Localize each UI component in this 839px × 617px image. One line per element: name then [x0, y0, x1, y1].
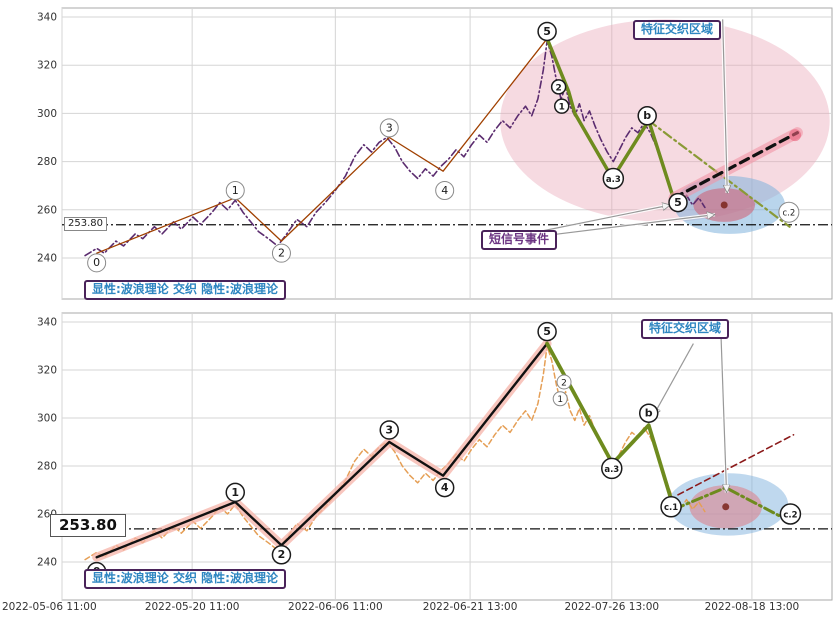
svg-text:1: 1	[559, 103, 565, 113]
svg-text:2022-06-21 13:00: 2022-06-21 13:00	[423, 601, 518, 613]
svg-text:4: 4	[441, 184, 448, 197]
svg-text:5: 5	[543, 325, 551, 338]
svg-text:c.1: c.1	[664, 503, 678, 513]
chart-panel-top: 240 260 280 300 320 340 0 1 2 3 4 5 2 1 a.3 b 5 c.2	[37, 7, 833, 300]
svg-text:1: 1	[232, 184, 239, 197]
svg-text:1: 1	[557, 395, 563, 405]
svg-text:2: 2	[278, 548, 286, 561]
svg-text:a.3: a.3	[606, 175, 621, 185]
svg-text:320: 320	[37, 365, 57, 377]
svg-text:300: 300	[37, 108, 57, 120]
short-signal-event-label: 短信号事件	[481, 230, 558, 250]
svg-text:240: 240	[37, 557, 57, 569]
svg-text:b: b	[643, 109, 651, 122]
svg-text:340: 340	[37, 317, 57, 329]
svg-text:1: 1	[231, 486, 239, 499]
svg-text:2022-08-18 13:00: 2022-08-18 13:00	[705, 601, 800, 613]
svg-text:2: 2	[278, 247, 285, 260]
svg-text:5: 5	[674, 196, 682, 209]
svg-text:260: 260	[37, 204, 57, 216]
svg-text:3: 3	[385, 423, 393, 436]
svg-text:240: 240	[37, 253, 57, 265]
svg-text:2022-06-06 11:00: 2022-06-06 11:00	[288, 601, 383, 613]
svg-text:2022-05-20 11:00: 2022-05-20 11:00	[145, 601, 240, 613]
svg-text:4: 4	[441, 481, 449, 494]
svg-text:c.2: c.2	[783, 510, 797, 520]
svg-text:2022-05-06 11:00: 2022-05-06 11:00	[2, 601, 97, 613]
price-level-label-top: 253.80	[64, 217, 107, 231]
svg-text:0: 0	[93, 256, 100, 269]
price-level-label-bottom: 253.80	[50, 514, 126, 538]
svg-text:3: 3	[386, 121, 393, 134]
svg-text:340: 340	[37, 12, 57, 24]
svg-text:2022-07-26 13:00: 2022-07-26 13:00	[564, 601, 659, 613]
legend-bottom: 显性:波浪理论 交织 隐性:波浪理论	[84, 569, 286, 589]
svg-text:2: 2	[561, 378, 567, 388]
svg-text:280: 280	[37, 156, 57, 168]
svg-text:a.3: a.3	[604, 465, 619, 475]
svg-text:c.2: c.2	[782, 209, 795, 219]
svg-text:280: 280	[37, 461, 57, 473]
svg-text:2: 2	[556, 83, 562, 93]
legend-top: 显性:波浪理论 交织 隐性:波浪理论	[84, 280, 286, 300]
svg-text:320: 320	[37, 60, 57, 72]
feature-region-label-bottom: 特征交织区域	[641, 319, 730, 339]
svg-text:5: 5	[543, 25, 551, 38]
svg-text:b: b	[645, 407, 653, 420]
svg-text:300: 300	[37, 413, 57, 425]
feature-region-label-top: 特征交织区域	[633, 20, 722, 40]
